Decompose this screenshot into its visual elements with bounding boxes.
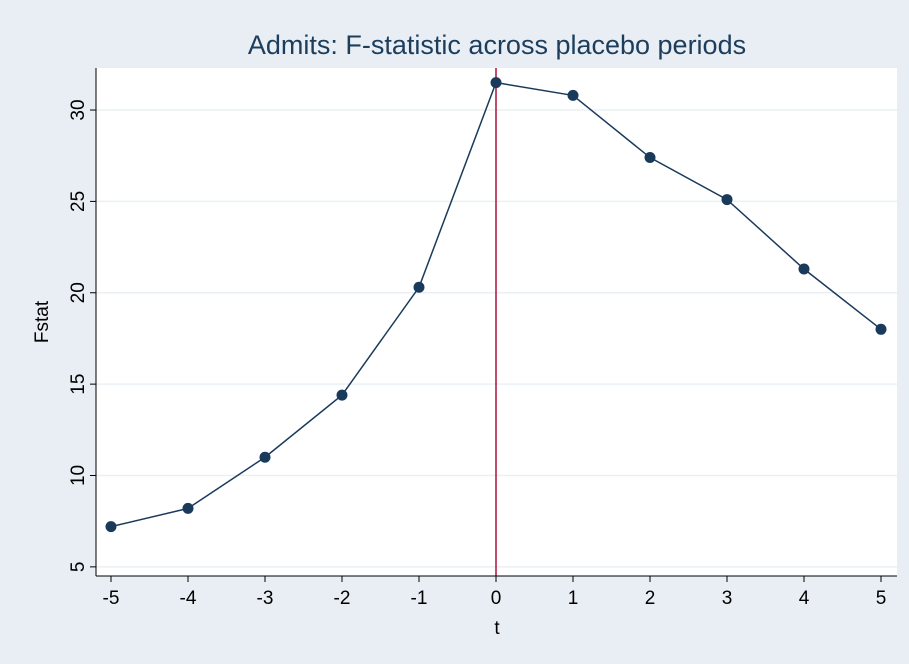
data-point xyxy=(644,152,656,164)
data-point xyxy=(182,502,194,514)
data-point xyxy=(567,89,579,101)
chart-title: Admits: F-statistic across placebo perio… xyxy=(248,30,746,60)
data-point xyxy=(490,77,502,89)
axes: 5 10 15 20 25 30 -5 -4 -3 -2 -1 0 1 2 3 4 5 xyxy=(68,68,897,609)
y-tick-label: 30 xyxy=(68,99,89,120)
x-tick-label: 3 xyxy=(722,588,733,609)
x-tick-label: 4 xyxy=(799,588,810,609)
x-tick-label: -1 xyxy=(411,588,428,609)
x-tick-label: -3 xyxy=(257,588,274,609)
y-tick-label: 15 xyxy=(68,374,89,395)
x-tick-label: -2 xyxy=(334,588,351,609)
y-tick-label: 5 xyxy=(68,562,89,573)
x-axis-label: t xyxy=(494,618,500,639)
y-tick-label: 25 xyxy=(68,191,89,212)
data-point xyxy=(336,389,348,401)
x-tick-label: 2 xyxy=(645,588,656,609)
x-tick-label: 0 xyxy=(491,588,502,609)
x-tick-label: -5 xyxy=(103,588,120,609)
data-point xyxy=(721,194,733,206)
series-group xyxy=(105,77,887,533)
x-tick-label: 1 xyxy=(568,588,579,609)
x-tick-label: 5 xyxy=(876,588,887,609)
data-point xyxy=(798,263,810,275)
y-tick-label: 20 xyxy=(68,282,89,303)
data-point xyxy=(413,281,425,293)
data-point xyxy=(105,521,117,533)
y-tick-label: 10 xyxy=(68,465,89,486)
data-point xyxy=(259,451,271,463)
x-tick-label: -4 xyxy=(180,588,197,609)
y-axis-label: Fstat xyxy=(32,300,53,343)
data-point xyxy=(875,323,887,335)
